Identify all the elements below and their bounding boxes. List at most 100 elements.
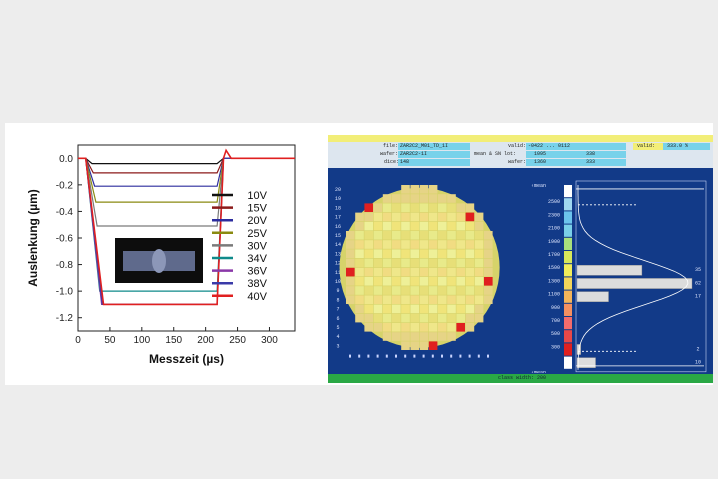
row-label: 20 xyxy=(335,187,341,193)
wafer-die xyxy=(456,323,465,332)
row-label: 16 xyxy=(335,224,341,230)
column-marker xyxy=(477,354,480,358)
wafer-die xyxy=(410,203,419,212)
wafer-die xyxy=(373,212,383,222)
wafer-die xyxy=(346,258,355,268)
wafer-die xyxy=(382,258,392,268)
x-axis-label: Messzeit (µs) xyxy=(149,352,224,366)
legend-label-38V: 38V xyxy=(247,278,267,290)
wafer-die xyxy=(364,221,373,231)
wafer-die xyxy=(382,221,392,231)
series-line-40V xyxy=(78,148,295,306)
wafer-die xyxy=(410,323,419,332)
wafer-die xyxy=(364,313,373,323)
wafer-die xyxy=(456,295,465,304)
color-scale-cell xyxy=(564,317,572,330)
wafer-die xyxy=(364,258,373,268)
wafer-die xyxy=(382,286,392,295)
wafer-die xyxy=(401,332,410,341)
color-scale-cell xyxy=(564,185,572,198)
wafer-die xyxy=(484,267,493,277)
wafer-die xyxy=(392,240,401,249)
wafer-test-screen: file: ZAR2C2_M01_TD_1I wafer: ZAR2C2-1I … xyxy=(328,135,713,383)
valid2-field: 333.0 % xyxy=(663,143,710,150)
wafer-die xyxy=(484,277,493,286)
wafer2-field: 1360 333 xyxy=(526,159,626,166)
wafer-die xyxy=(428,295,438,304)
column-marker xyxy=(358,354,361,358)
wafer-die xyxy=(382,194,392,203)
wafer-die xyxy=(401,221,410,231)
wafer-die xyxy=(456,313,465,323)
footer-bar: class width: 200 xyxy=(328,374,713,383)
wafer-die xyxy=(474,313,484,323)
wafer-die xyxy=(373,323,383,332)
wafer-die xyxy=(401,258,410,268)
wafer-die xyxy=(392,231,401,240)
wafer-die xyxy=(428,258,438,268)
color-scale-cell xyxy=(564,356,572,369)
wafer-die xyxy=(355,267,364,277)
wafer-die xyxy=(364,323,373,332)
wafer-die xyxy=(438,240,447,249)
series-line-20V xyxy=(78,157,295,187)
wafer-die xyxy=(465,295,475,304)
wafer-die xyxy=(438,258,447,268)
wafer-die xyxy=(401,295,410,304)
wafer-die xyxy=(465,212,475,222)
row-label: 18 xyxy=(335,205,341,211)
wafer-die xyxy=(428,203,438,212)
hist-count-label: 35 xyxy=(695,267,701,273)
wafer-die xyxy=(392,212,401,222)
wafer-die xyxy=(447,249,456,258)
x-tick-label: 250 xyxy=(229,335,246,346)
wafer-die xyxy=(419,323,429,332)
wafer-die xyxy=(410,212,419,222)
wafer-die xyxy=(364,212,373,222)
wafer-die xyxy=(474,258,484,268)
wafer-die xyxy=(465,313,475,323)
wafer-die xyxy=(465,286,475,295)
wafer-die xyxy=(419,258,429,268)
hist-level-label: 900 xyxy=(551,305,560,311)
wafer-die xyxy=(438,212,447,222)
wafer-die xyxy=(419,313,429,323)
wafer-die xyxy=(401,249,410,258)
wafer-label: wafer: xyxy=(380,151,399,157)
wafer-die xyxy=(438,286,447,295)
wafer-die xyxy=(401,341,410,350)
column-marker xyxy=(413,354,416,358)
wafer-die xyxy=(364,295,373,304)
wafer-die xyxy=(465,304,475,314)
hist-bottom-label: ‹mean xyxy=(531,370,546,373)
hist-level-label: 500 xyxy=(551,331,560,337)
wafer-die xyxy=(474,286,484,295)
hist-level-label: 2500 xyxy=(548,199,560,205)
wafer-die xyxy=(419,185,429,194)
color-scale-cell xyxy=(564,330,572,343)
color-scale-cell xyxy=(564,251,572,264)
series-line-15V xyxy=(78,157,295,174)
wafer-die xyxy=(428,313,438,323)
wafer-die xyxy=(392,277,401,286)
wafer-die xyxy=(392,323,401,332)
color-scale-cell xyxy=(564,237,572,250)
hist-frame xyxy=(575,180,707,373)
wafer-die xyxy=(382,249,392,258)
wafer-die xyxy=(392,267,401,277)
row-label: 9 xyxy=(336,288,339,294)
wafer-die xyxy=(355,212,364,222)
wafer-die xyxy=(438,249,447,258)
wafer-die xyxy=(373,249,383,258)
wafer-die xyxy=(428,185,438,194)
wafer-die xyxy=(465,249,475,258)
wafer-die xyxy=(419,277,429,286)
wafer-die xyxy=(456,286,465,295)
row-label: 19 xyxy=(335,196,341,202)
wafer-die xyxy=(355,313,364,323)
wafer-die xyxy=(438,295,447,304)
wafer-die xyxy=(373,286,383,295)
wafer-die xyxy=(410,240,419,249)
valid-label: valid: xyxy=(508,143,527,149)
wafer-die xyxy=(346,295,355,304)
